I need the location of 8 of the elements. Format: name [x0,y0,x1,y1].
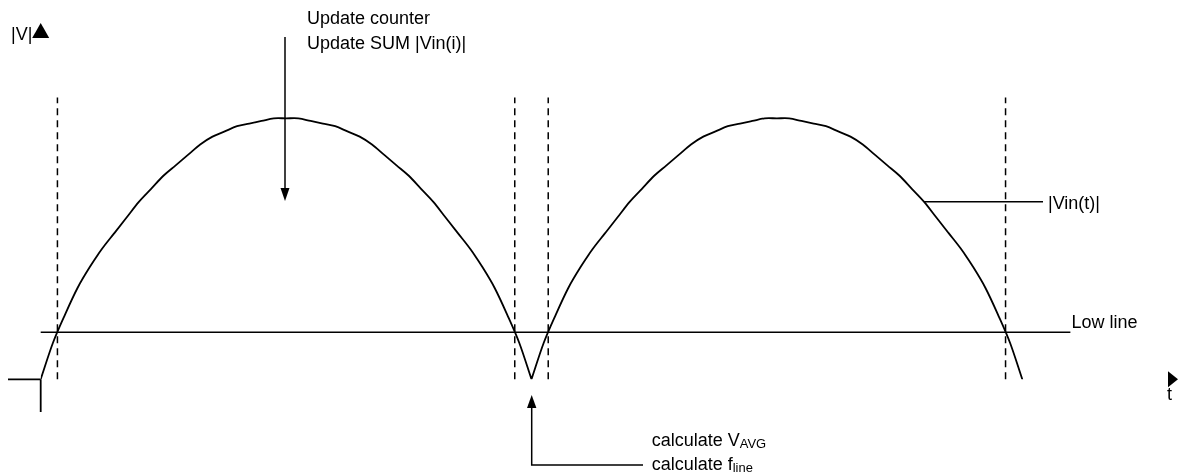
text: Update SUM |Vin(i)| [307,32,467,53]
text: calculate f$_{line}$ [651,453,753,474]
text: t [1167,384,1173,404]
ref-line-label: Low line [1071,311,1138,332]
text: calculate V$_{AVG}$ [651,430,767,451]
text: |Vin(t)| [1048,192,1101,213]
text: Update counter [307,7,431,28]
y-axis-title: |V| [11,23,33,44]
